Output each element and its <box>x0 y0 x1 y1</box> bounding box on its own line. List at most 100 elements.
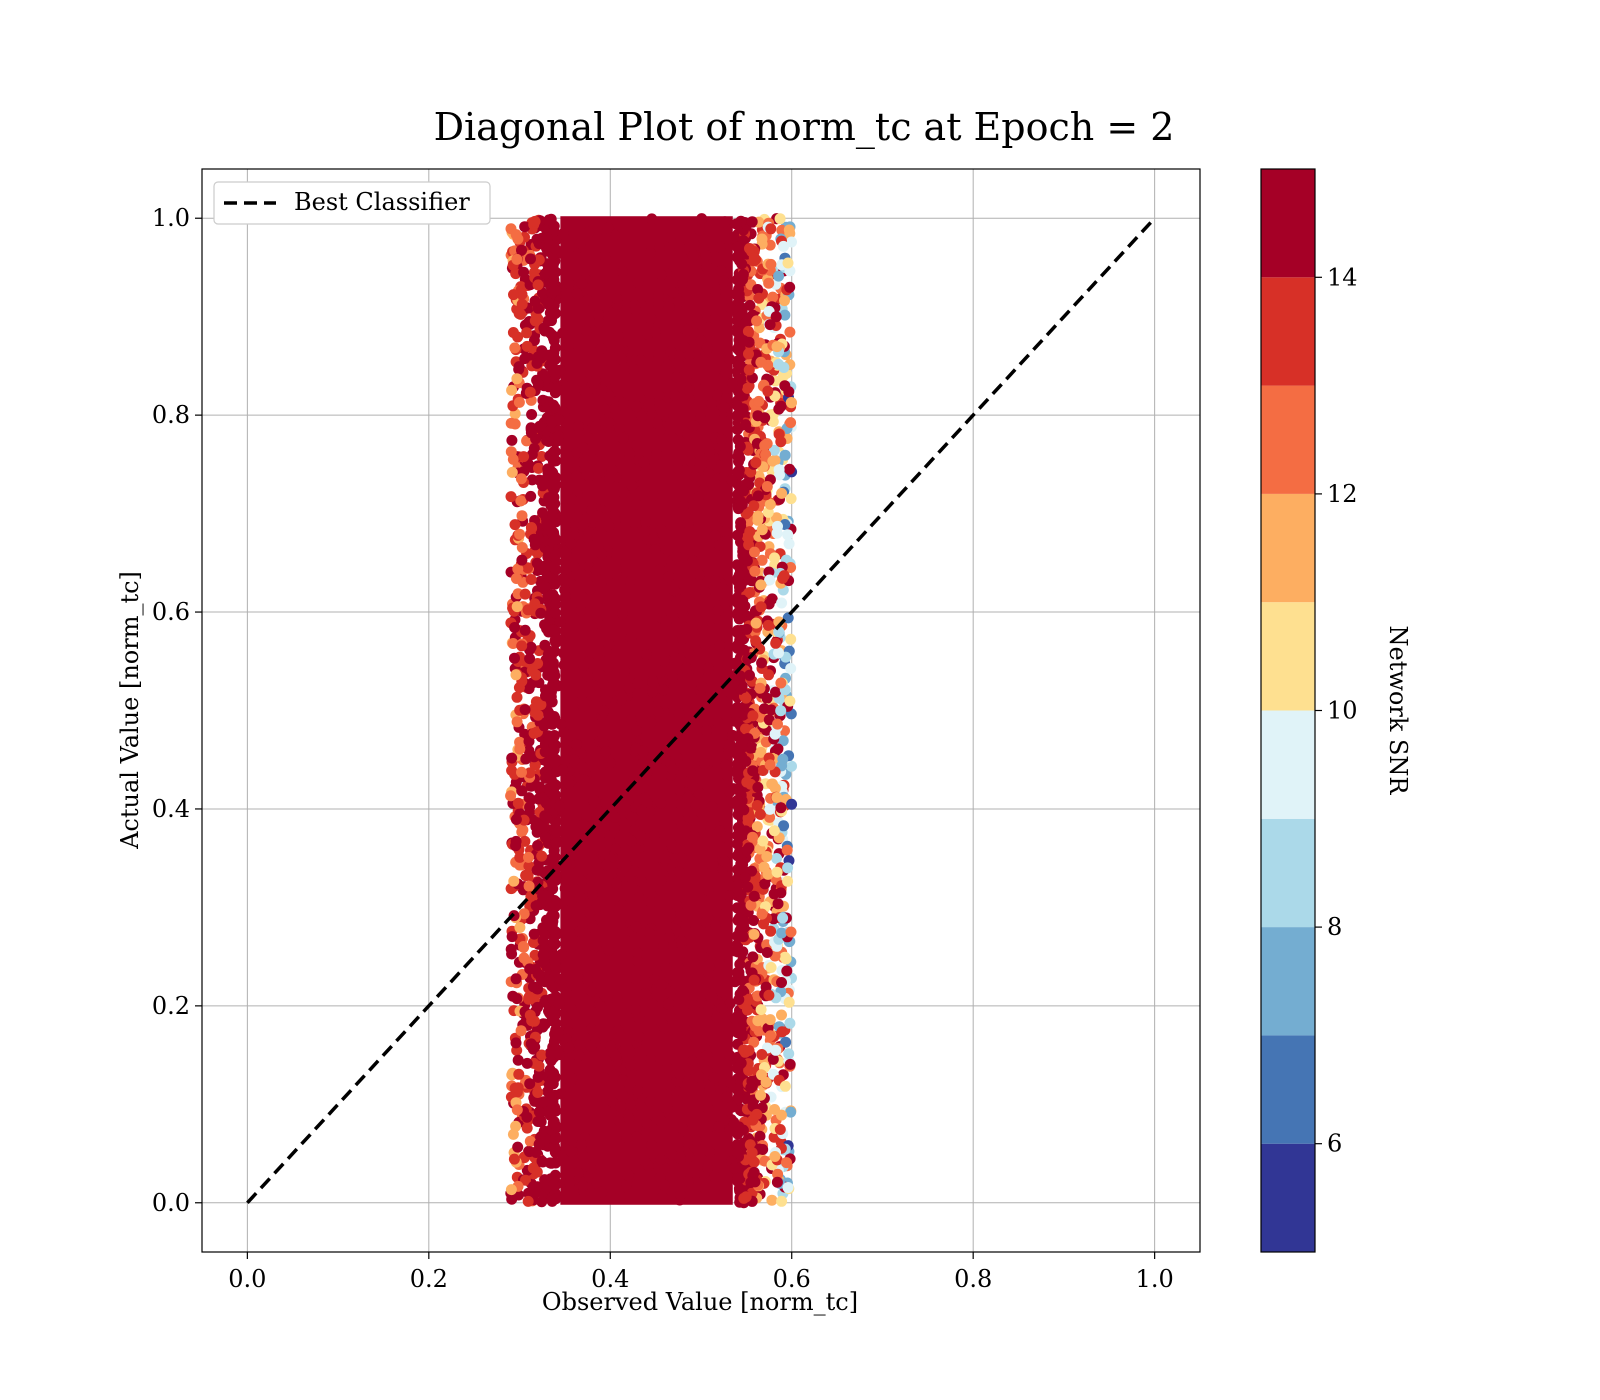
scatter-point <box>557 764 569 776</box>
scatter-point <box>724 786 736 798</box>
scatter-point <box>737 734 749 746</box>
scatter-point <box>704 1146 715 1158</box>
scatter-point <box>724 302 736 314</box>
scatter-point <box>614 422 626 434</box>
scatter-point <box>525 641 537 653</box>
scatter-point <box>671 550 682 562</box>
scatter-point <box>522 1195 534 1207</box>
scatter-point <box>615 1101 627 1113</box>
scatter-point <box>752 1015 764 1027</box>
scatter-point <box>620 859 632 871</box>
scatter-point <box>727 678 739 690</box>
scatter-point <box>770 311 782 323</box>
scatter-point <box>566 1072 578 1084</box>
scatter-point <box>747 831 759 843</box>
scatter-point <box>750 617 762 629</box>
colorbar-label: Network SNR <box>1384 626 1412 796</box>
scatter-point <box>659 1162 671 1174</box>
scatter-point <box>532 547 544 559</box>
scatter-point <box>571 739 582 750</box>
scatter-point <box>784 281 796 293</box>
colorbar-segment <box>1261 385 1315 494</box>
scatter-point <box>738 915 750 927</box>
scatter-point <box>748 252 760 264</box>
scatter-point <box>786 236 797 248</box>
scatter-point <box>590 939 602 951</box>
scatter-point <box>751 821 763 833</box>
scatter-point <box>557 228 569 240</box>
scatter-point <box>510 1120 522 1132</box>
scatter-point <box>776 487 788 499</box>
scatter-point <box>721 233 733 245</box>
scatter-point <box>776 1195 788 1207</box>
scatter-point <box>617 266 629 278</box>
scatter-point <box>563 1042 575 1054</box>
scatter-point <box>748 974 760 986</box>
scatter-point <box>755 746 767 758</box>
scatter-point <box>644 247 656 259</box>
scatter-point <box>759 878 771 890</box>
scatter-point <box>523 880 535 892</box>
scatter-point <box>646 213 658 225</box>
scatter-point <box>761 481 773 492</box>
scatter-point <box>763 566 775 578</box>
scatter-point <box>631 1131 642 1143</box>
scatter-point <box>769 1151 781 1162</box>
scatter-point <box>738 644 750 656</box>
scatter-point <box>647 998 658 1010</box>
scatter-point <box>673 296 685 307</box>
scatter-point <box>728 797 740 809</box>
scatter-point <box>682 1175 694 1187</box>
scatter-point <box>594 911 606 923</box>
scatter-point <box>529 315 541 327</box>
scatter-point <box>711 716 723 728</box>
x-tick-label: 0.8 <box>954 1265 992 1293</box>
scatter-point <box>765 223 777 235</box>
scatter-point <box>737 931 749 943</box>
scatter-point <box>778 240 789 252</box>
scatter-point <box>709 313 721 325</box>
scatter-point <box>517 941 529 952</box>
scatter-point <box>780 953 792 965</box>
legend-box <box>213 181 491 225</box>
scatter-point <box>770 637 782 649</box>
scatter-point <box>624 576 636 587</box>
scatter-point <box>539 325 551 337</box>
scatter-point <box>516 510 528 522</box>
scatter-point <box>544 307 556 319</box>
scatter-point <box>710 520 722 532</box>
scatter-point <box>591 1176 603 1188</box>
scatter-point <box>516 244 527 256</box>
scatter-point <box>688 420 700 432</box>
scatter-point <box>782 257 794 269</box>
scatter-point <box>772 520 783 532</box>
scatter-point <box>782 529 794 541</box>
scatter-point <box>663 998 675 1010</box>
scatter-point <box>581 810 593 822</box>
scatter-point <box>687 998 698 1010</box>
scatter-point <box>605 1040 616 1052</box>
scatter-point <box>784 1058 796 1070</box>
scatter-point <box>505 1184 517 1196</box>
scatter-point <box>697 621 708 633</box>
scatter-point <box>520 870 532 882</box>
scatter-point <box>547 1117 559 1129</box>
scatter-point <box>729 657 741 669</box>
scatter-point <box>704 821 716 832</box>
scatter-point <box>776 977 787 988</box>
scatter-point <box>658 1179 670 1191</box>
scatter-point <box>514 851 526 863</box>
scatter-point <box>673 350 685 362</box>
scatter-point <box>733 613 745 625</box>
scatter-point <box>597 678 609 689</box>
scatter-point <box>685 455 697 467</box>
scatter-point <box>785 663 797 674</box>
scatter-point <box>701 725 712 736</box>
scatter-point <box>768 825 780 837</box>
scatter-point <box>566 494 578 506</box>
scatter-point <box>688 830 700 842</box>
scatter-point <box>551 827 563 838</box>
scatter-point <box>584 583 596 595</box>
scatter-point <box>626 479 638 491</box>
scatter-point <box>771 853 783 864</box>
